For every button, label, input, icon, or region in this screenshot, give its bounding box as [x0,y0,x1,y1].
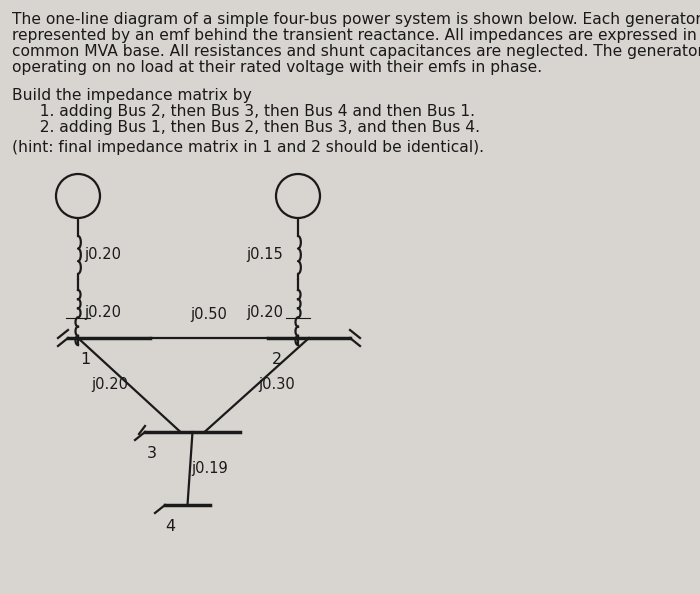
Text: j0.20: j0.20 [84,305,121,321]
Text: 4: 4 [165,519,175,534]
Text: j0.50: j0.50 [190,307,228,322]
Text: 2: 2 [272,352,282,367]
Text: j0.20: j0.20 [91,378,128,393]
Text: represented by an emf behind the transient reactance. All impedances are express: represented by an emf behind the transie… [12,28,700,43]
Text: j0.15: j0.15 [246,247,283,261]
Text: j0.20: j0.20 [246,305,283,321]
Text: j0.30: j0.30 [259,378,295,393]
Text: 1. adding Bus 2, then Bus 3, then Bus 4 and then Bus 1.: 1. adding Bus 2, then Bus 3, then Bus 4 … [30,104,475,119]
Text: j0.19: j0.19 [192,461,228,476]
Text: Build the impedance matrix by: Build the impedance matrix by [12,88,252,103]
Text: 1: 1 [80,352,90,367]
Text: common MVA base. All resistances and shunt capacitances are neglected. The gener: common MVA base. All resistances and shu… [12,44,700,59]
Text: (hint: final impedance matrix in 1 and 2 should be identical).: (hint: final impedance matrix in 1 and 2… [12,140,484,155]
Text: j0.20: j0.20 [84,247,121,261]
Text: 3: 3 [147,446,157,461]
Text: 2. adding Bus 1, then Bus 2, then Bus 3, and then Bus 4.: 2. adding Bus 1, then Bus 2, then Bus 3,… [30,120,480,135]
Text: The one-line diagram of a simple four-bus power system is shown below. Each gene: The one-line diagram of a simple four-bu… [12,12,700,27]
Text: operating on no load at their rated voltage with their emfs in phase.: operating on no load at their rated volt… [12,60,542,75]
